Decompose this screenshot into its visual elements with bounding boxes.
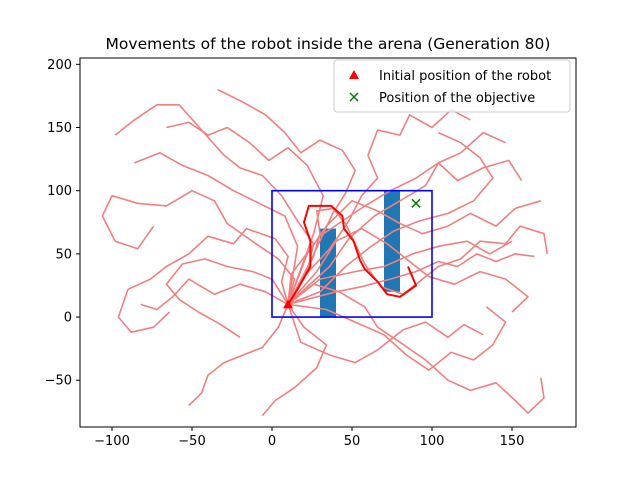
explored-path-17 [287,240,513,306]
legend-initial-marker-icon [349,70,359,79]
legend-objective-label: Position of the objective [379,91,535,106]
legend-box [333,59,571,113]
legend: Initial position of the robot Position o… [333,59,571,113]
initial-position-marker [283,299,293,309]
y-tick-label: 100 [47,184,72,199]
x-tick-label: 0 [268,434,276,449]
explored-path-3 [101,189,296,305]
explored-path-7 [287,283,545,414]
arena-boundary [271,189,433,318]
x-tick-label: −100 [94,434,130,449]
x-tick-label: 50 [344,434,361,449]
explored-path-21 [287,253,535,306]
explored-path-18 [287,131,506,305]
axes-frame [79,57,577,428]
explored-path-2 [117,227,289,334]
legend-objective-marker-icon [349,92,359,102]
explored-path-19 [165,258,289,338]
objective-marker [411,198,421,208]
explored-path-13 [287,303,507,371]
explored-path-6 [217,88,357,305]
explored-path-10 [287,131,494,306]
explored-path-16 [287,200,542,305]
explored-path-20 [287,304,484,364]
y-tick-label: 50 [55,247,72,262]
axis-ticks: −100 −50 0 50 100 150 −50 0 50 100 150 200 [45,58,525,449]
explored-path-5 [287,109,471,305]
best-path [287,204,417,305]
explored-path-12 [140,278,289,311]
plot-area [101,88,548,417]
legend-initial-label: Initial position of the robot [379,69,551,84]
explored-path-15 [134,152,299,305]
y-tick-label: 150 [47,121,72,136]
x-tick-label: 150 [500,434,525,449]
explored-path-14 [287,227,529,313]
explored-path-8 [188,304,289,407]
x-tick-label: 100 [420,434,445,449]
y-tick-label: 0 [64,311,72,326]
explored-path-22 [166,121,325,305]
explored-path-9 [261,303,328,417]
y-tick-label: −50 [45,374,72,389]
x-tick-label: −50 [178,434,205,449]
y-tick-label: 200 [47,58,72,73]
chart-title: Movements of the robot inside the arena … [106,35,551,53]
